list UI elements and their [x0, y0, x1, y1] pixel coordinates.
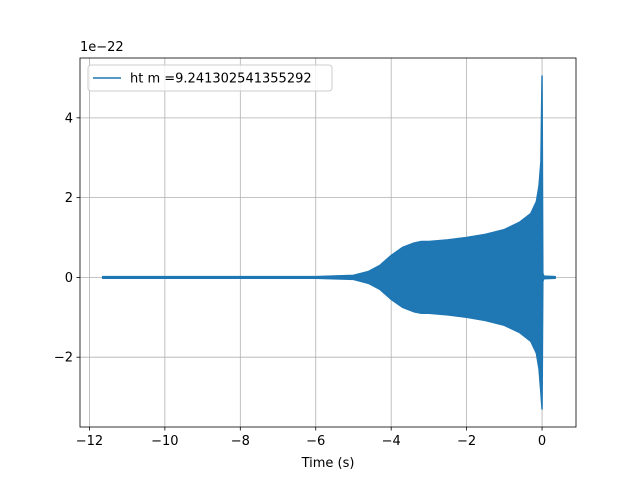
y-axis-ticks: −2 0 2 4 — [54, 111, 80, 366]
y-tick-label: 4 — [65, 111, 73, 126]
x-axis-ticks: −12 −10 −8 −6 −4 −2 0 — [76, 427, 546, 449]
x-tick-label: −6 — [306, 434, 325, 449]
plot-area — [101, 75, 556, 410]
x-tick-label: −10 — [151, 434, 178, 449]
legend-label: ht m =9.241302541355292 — [130, 72, 312, 87]
legend: ht m =9.241302541355292 — [87, 64, 333, 92]
x-tick-label: −4 — [382, 434, 401, 449]
x-tick-label: −12 — [76, 434, 103, 449]
x-tick-label: 0 — [538, 434, 546, 449]
y-tick-label: 0 — [65, 271, 73, 286]
legend-box — [87, 64, 333, 92]
x-tick-label: −2 — [457, 434, 476, 449]
axes-frame — [79, 57, 577, 428]
y-tick-label: 2 — [65, 191, 73, 206]
x-axis-label: Time (s) — [301, 456, 355, 471]
waveform-series — [101, 75, 556, 410]
x-tick-label: −8 — [231, 434, 250, 449]
y-axis-offset-label: 1e−22 — [80, 40, 124, 55]
y-tick-label: −2 — [54, 351, 73, 366]
